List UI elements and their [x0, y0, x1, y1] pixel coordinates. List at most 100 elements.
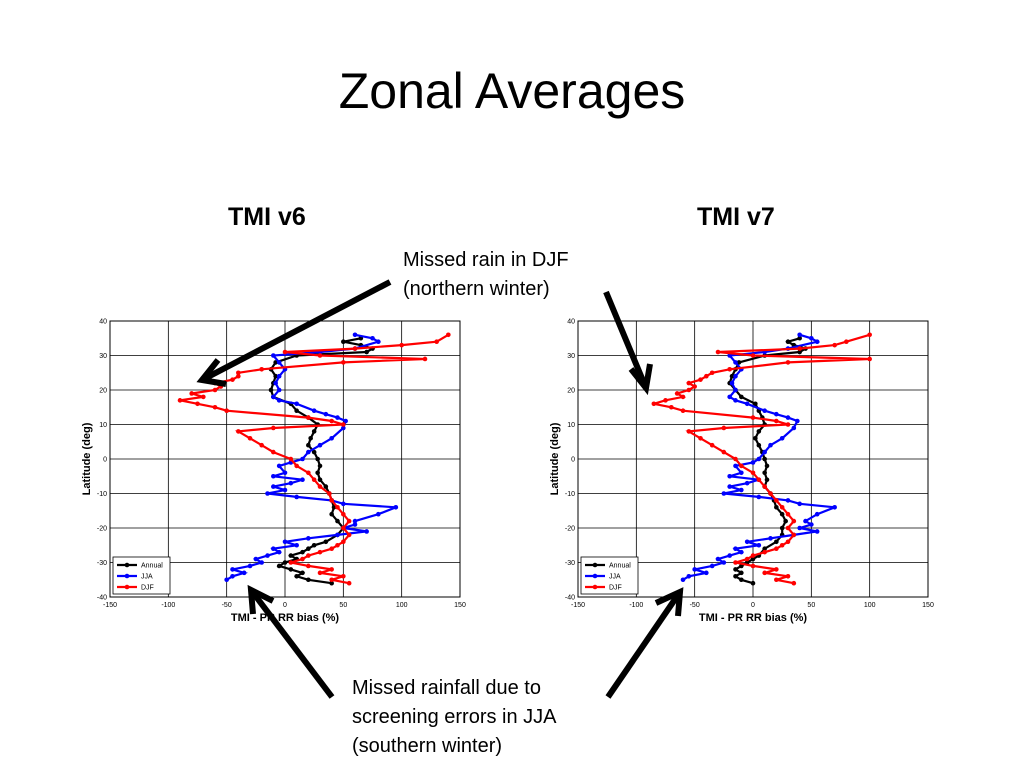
data-point: [346, 580, 352, 586]
data-point: [791, 580, 797, 586]
data-point: [341, 539, 346, 545]
x-tick-label: 150: [922, 602, 934, 609]
data-point: [709, 563, 715, 569]
data-point: [247, 563, 253, 569]
data-point: [376, 511, 381, 517]
data-point: [230, 574, 235, 579]
data-point: [271, 484, 276, 489]
data-point: [795, 418, 800, 424]
data-point: [797, 332, 802, 338]
data-point: [733, 456, 738, 462]
data-point: [756, 542, 762, 548]
arrow-jja-v6-head: [247, 584, 275, 615]
data-point: [346, 532, 352, 538]
data-point: [300, 556, 305, 562]
data-point: [329, 567, 334, 572]
data-point: [177, 398, 183, 403]
data-point: [721, 560, 727, 565]
data-point: [306, 536, 311, 541]
data-point: [785, 415, 791, 420]
data-point: [762, 484, 767, 489]
legend-label: Annual: [609, 563, 631, 570]
data-point: [762, 449, 767, 455]
data-point: [809, 522, 814, 527]
data-point: [739, 487, 744, 493]
data-point: [300, 477, 305, 482]
data-point: [791, 532, 797, 538]
data-point: [774, 567, 779, 572]
data-point: [311, 542, 317, 548]
data-point: [317, 353, 323, 358]
legend: Annual JJA DJF: [580, 556, 639, 595]
data-point: [323, 484, 329, 489]
annotation-bottom-line: (southern winter): [352, 735, 503, 757]
data-point: [774, 539, 779, 545]
data-point: [271, 425, 276, 431]
data-point: [814, 511, 820, 517]
y-tick-label: -20: [565, 526, 575, 533]
data-point: [343, 418, 348, 424]
data-point: [692, 384, 697, 389]
data-point: [306, 470, 311, 476]
data-point: [651, 401, 657, 407]
data-point: [224, 577, 229, 583]
y-tick-label: -10: [565, 491, 575, 498]
y-tick-label: 20: [567, 388, 575, 395]
data-point: [306, 442, 311, 448]
data-point: [376, 339, 381, 344]
data-point: [785, 360, 791, 365]
data-point: [762, 570, 767, 576]
data-point: [422, 356, 428, 362]
data-point: [241, 570, 247, 576]
data-point: [212, 387, 218, 393]
data-point: [335, 505, 340, 510]
x-tick-label: 150: [454, 602, 466, 609]
data-point: [306, 546, 311, 551]
chart-tmi-v6: -150 -100 -50 0 50 100 150403020100-10-20-30-4…: [81, 319, 466, 625]
annotation-top-line: (northern winter): [403, 278, 550, 300]
data-point: [247, 436, 253, 441]
x-tick-label: 100: [396, 602, 408, 609]
data-point: [692, 567, 697, 572]
x-tick-label: -150: [103, 602, 117, 609]
data-point: [311, 429, 317, 434]
data-point: [809, 335, 814, 341]
data-point: [762, 470, 767, 476]
y-tick-label: 20: [99, 388, 107, 395]
data-point: [276, 563, 282, 569]
data-point: [733, 398, 738, 403]
data-point: [341, 501, 346, 507]
data-point: [750, 553, 756, 558]
data-point: [306, 449, 311, 455]
data-point: [201, 394, 206, 400]
data-point: [727, 473, 732, 479]
data-point: [779, 505, 785, 510]
y-tick-label: -10: [97, 491, 107, 498]
arrow-djf-v7-head: [628, 363, 653, 396]
annotation-top-line: Missed rain in DJF: [403, 249, 569, 271]
data-point: [446, 332, 451, 338]
data-point: [756, 477, 762, 482]
data-point: [797, 346, 802, 351]
data-point: [709, 442, 715, 448]
data-point: [774, 498, 779, 503]
data-point: [341, 511, 346, 517]
data-point: [230, 377, 235, 382]
data-point: [733, 560, 738, 565]
data-point: [271, 449, 276, 455]
data-point: [750, 470, 756, 476]
data-point: [750, 580, 756, 586]
data-point: [739, 394, 744, 400]
data-point: [768, 536, 773, 541]
data-point: [271, 394, 276, 400]
data-point: [762, 549, 767, 555]
data-point: [276, 398, 282, 403]
data-point: [774, 577, 779, 583]
data-point: [733, 574, 738, 579]
data-point: [764, 463, 770, 469]
y-tick-label: 30: [567, 353, 575, 360]
data-point: [352, 518, 358, 524]
data-point: [236, 373, 241, 379]
legend-label: DJF: [609, 585, 622, 592]
